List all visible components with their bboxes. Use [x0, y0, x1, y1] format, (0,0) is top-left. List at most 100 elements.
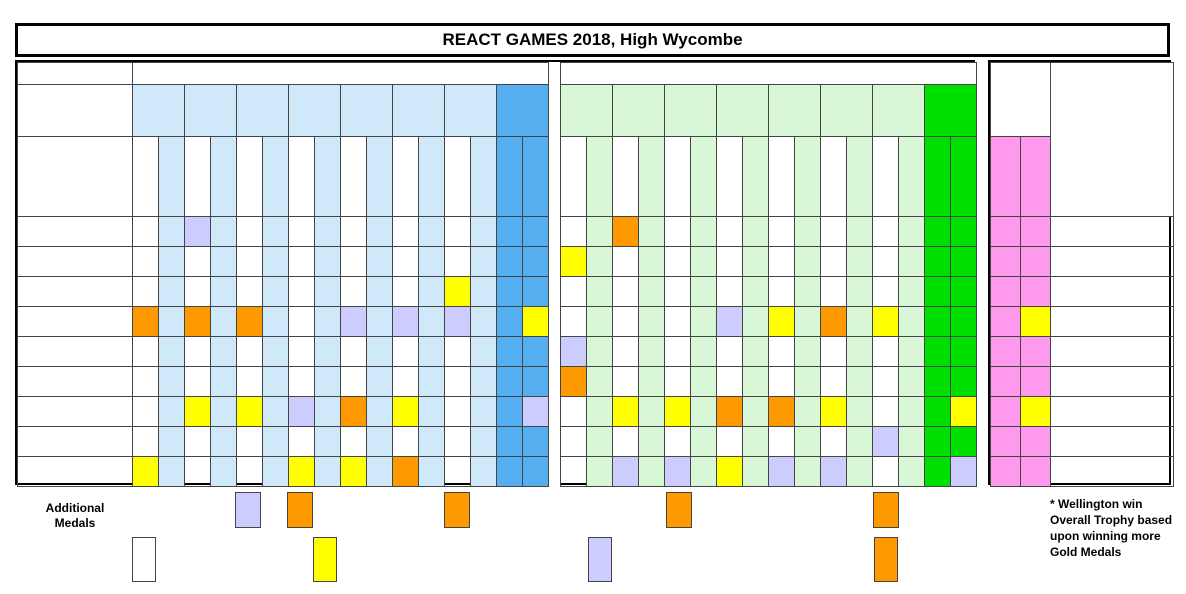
- points-cell: [794, 396, 821, 427]
- points-cell: [210, 366, 237, 397]
- total-points-cell: [924, 426, 951, 457]
- team-name-right: [1050, 306, 1174, 337]
- rank-cell: [184, 456, 211, 487]
- points-cell: [314, 276, 341, 307]
- rank-sub-65-0: [560, 136, 587, 217]
- rank-cell: [716, 396, 743, 427]
- points-sub-50-0: [158, 136, 185, 217]
- points-cell: [418, 216, 445, 247]
- rank-cell: [444, 336, 471, 367]
- event-header-65-2: [664, 84, 717, 137]
- rank-cell: [664, 366, 691, 397]
- points-cell: [314, 216, 341, 247]
- team-name-right: [1050, 366, 1174, 397]
- total-points-cell: [496, 366, 523, 397]
- points-cell: [262, 216, 289, 247]
- rank-sub-50-2: [236, 136, 263, 217]
- blank-cell: [17, 136, 133, 217]
- team-name: [17, 366, 133, 397]
- rank-cell: [184, 396, 211, 427]
- rank-sub-50-0: [132, 136, 159, 217]
- rank-cell: [184, 306, 211, 337]
- total-points-cell: [924, 366, 951, 397]
- additional-medal-1: [287, 492, 313, 528]
- rank-cell: [288, 336, 315, 367]
- rank-cell: [184, 276, 211, 307]
- team-name-right: [1050, 246, 1174, 277]
- points-sub-50-4: [366, 136, 393, 217]
- key-symbol-2: [588, 537, 612, 582]
- trophy-rank-cell: [950, 336, 977, 367]
- total-points-cell: [496, 306, 523, 337]
- trophy-rank-cell: [950, 306, 977, 337]
- rank-cell: [340, 336, 367, 367]
- rank-cell: [820, 456, 847, 487]
- points-cell: [846, 336, 873, 367]
- trophy-rank-cell: [950, 426, 977, 457]
- rank-cell: [872, 306, 899, 337]
- overall-total-cell: [990, 306, 1021, 337]
- total-points-cell: [924, 216, 951, 247]
- table-row: [17, 366, 977, 397]
- rank-cell: [340, 216, 367, 247]
- rank-cell: [236, 306, 263, 337]
- rank-cell: [820, 426, 847, 457]
- points-cell: [846, 366, 873, 397]
- table-row: [17, 336, 977, 367]
- rank-cell: [340, 396, 367, 427]
- rank-cell: [132, 306, 159, 337]
- points-cell: [470, 396, 497, 427]
- points-cell: [210, 426, 237, 457]
- rank-cell: [288, 396, 315, 427]
- key-symbol-3: [874, 537, 898, 582]
- points-cell: [742, 216, 769, 247]
- table-row: [990, 276, 1174, 307]
- points-sub-50-6: [470, 136, 497, 217]
- event-header-50-4: [340, 84, 393, 137]
- team-name-right: [1050, 216, 1174, 247]
- rank-cell: [664, 246, 691, 277]
- rank-cell: [612, 216, 639, 247]
- rank-cell: [872, 426, 899, 457]
- rank-sub-50-4: [340, 136, 367, 217]
- points-cell: [158, 456, 185, 487]
- points-cell: [638, 216, 665, 247]
- rank-cell: [768, 456, 795, 487]
- RANK-sub-50: [522, 136, 549, 217]
- rank-cell: [392, 306, 419, 337]
- overall-total-cell: [990, 396, 1021, 427]
- points-cell: [470, 276, 497, 307]
- rank-cell: [392, 366, 419, 397]
- total-sub-50: [496, 136, 523, 217]
- overall-header: [990, 62, 1051, 137]
- points-cell: [898, 246, 925, 277]
- results-table-left: [15, 60, 977, 487]
- rank-cell: [612, 396, 639, 427]
- rank-sub-65-6: [872, 136, 899, 217]
- points-cell: [898, 276, 925, 307]
- additional-medal-2: [444, 492, 470, 528]
- rank-cell: [820, 216, 847, 247]
- rank-cell: [612, 306, 639, 337]
- rank-cell: [768, 216, 795, 247]
- rank-cell: [132, 246, 159, 277]
- table-row: [17, 306, 977, 337]
- group-spacer: [548, 62, 561, 487]
- rank-cell: [340, 246, 367, 277]
- total-points-cell: [496, 396, 523, 427]
- points-cell: [586, 216, 613, 247]
- overall-rank-cell: [1020, 366, 1051, 397]
- rank-sub-50-5: [392, 136, 419, 217]
- overall-total-cell: [990, 216, 1021, 247]
- points-cell: [586, 456, 613, 487]
- event-header-50-5: [392, 84, 445, 137]
- additional-medal-0: [235, 492, 261, 528]
- points-sub-65-5: [846, 136, 873, 217]
- rank-cell: [444, 396, 471, 427]
- rank-cell: [288, 246, 315, 277]
- points-cell: [586, 336, 613, 367]
- rank-cell: [132, 336, 159, 367]
- overall-rank-cell: [1020, 216, 1051, 247]
- trophy-rank-cell: [950, 276, 977, 307]
- team-name: [17, 306, 133, 337]
